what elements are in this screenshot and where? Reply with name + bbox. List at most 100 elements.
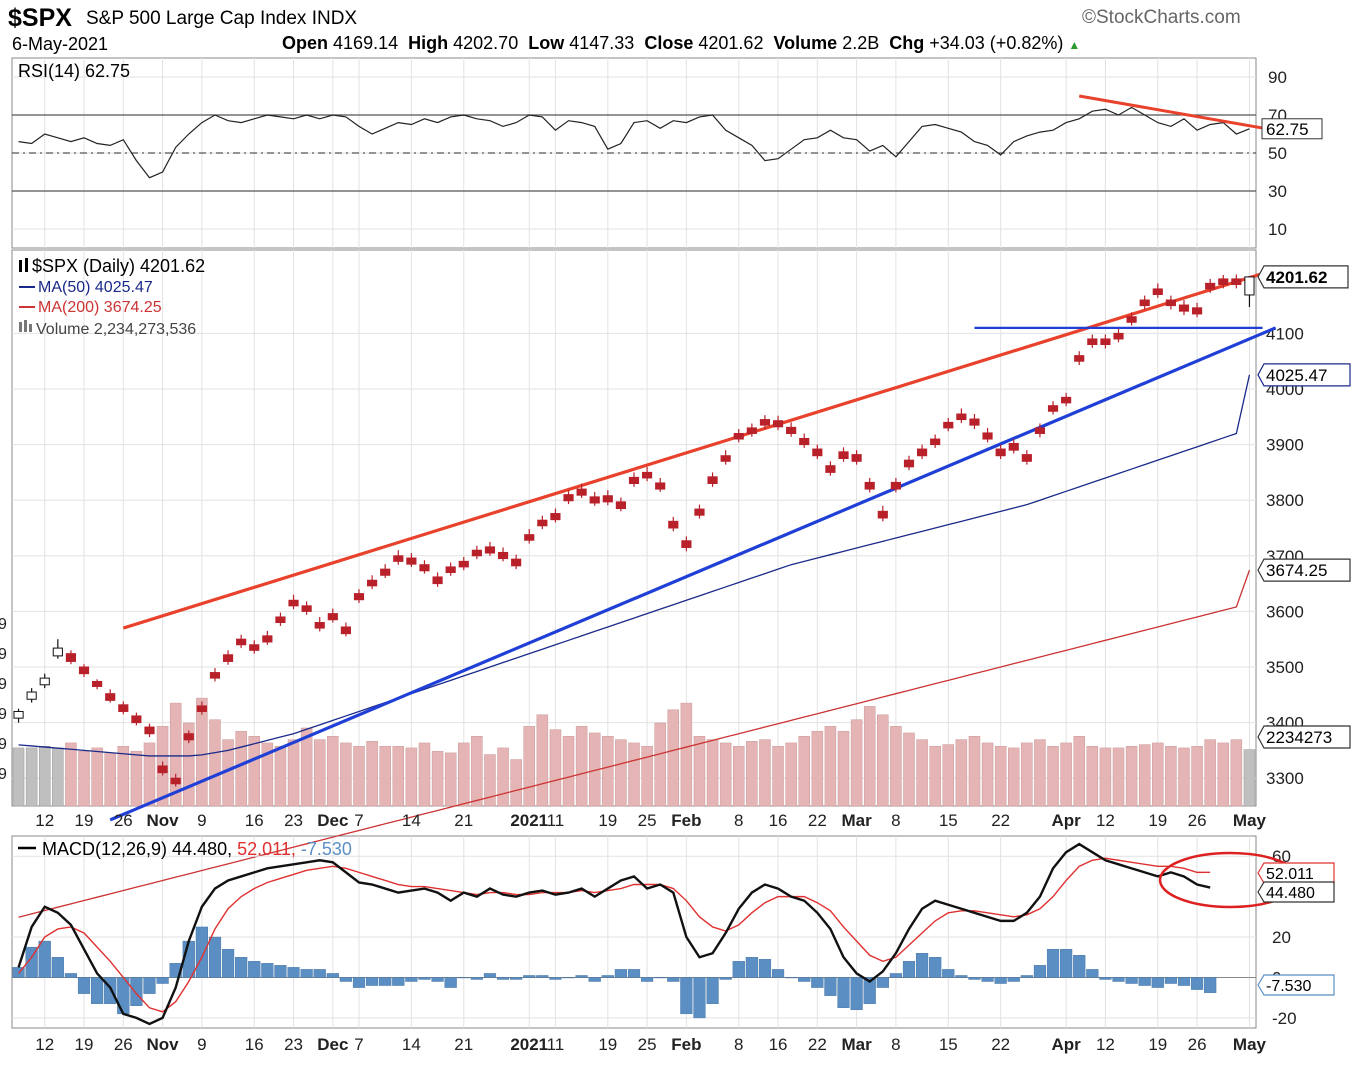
- candle-body: [707, 476, 718, 485]
- candle-body: [642, 471, 653, 479]
- volume-bar: [444, 752, 457, 807]
- volume-bar: [549, 729, 562, 807]
- volume-bar: [484, 754, 496, 807]
- macd-histogram-bar: [588, 977, 601, 982]
- candle-body: [628, 476, 640, 485]
- volume-bar: [955, 739, 968, 807]
- macd-histogram-bar: [1046, 948, 1060, 978]
- close-label: Close: [644, 33, 694, 53]
- candle-body: [1231, 278, 1242, 285]
- rsi-tick-label: 50: [1268, 144, 1287, 163]
- candle-body: [1100, 338, 1111, 346]
- volume-bar: [693, 736, 706, 807]
- candle-body: [877, 510, 888, 519]
- macd-legend: MACD(12,26,9) 44.480, 52.011, -7.530: [18, 839, 352, 859]
- volume-bar: [602, 736, 614, 807]
- macd-histogram-bar: [1138, 977, 1151, 986]
- volume-bar: [575, 726, 588, 807]
- volume-bar: [1204, 739, 1216, 807]
- candle-body: [327, 613, 338, 621]
- candle-body: [615, 501, 626, 510]
- macd-x-tick-label: 12: [35, 1035, 54, 1054]
- macd-histogram-bar: [470, 977, 483, 980]
- x-tick-label: 8: [734, 811, 743, 830]
- brand-logo[interactable]: ©StockCharts.com: [1082, 7, 1241, 28]
- left-clipped-label: 9: [0, 646, 7, 663]
- volume-bar: [431, 750, 444, 807]
- macd-histogram-bar: [405, 977, 418, 982]
- candle-body: [1126, 316, 1137, 323]
- macd-histogram-bar: [483, 973, 497, 978]
- volume-bar: [1217, 742, 1230, 807]
- volume-bar: [209, 719, 221, 807]
- volume-bar: [523, 726, 535, 807]
- ma200-legend-label: MA(200) 3674.25: [38, 299, 162, 316]
- macd-x-tick-label: 19: [1148, 1035, 1167, 1054]
- low-value: 4147.33: [569, 33, 635, 53]
- volume-bar: [733, 745, 745, 807]
- macd-histogram-bar: [955, 975, 968, 978]
- macd-histogram-bar: [195, 926, 208, 978]
- candle-legend-icon: [19, 260, 22, 272]
- volume-bar: [916, 739, 928, 807]
- macd-x-tick-label: 15: [939, 1035, 958, 1054]
- candle-body: [471, 549, 482, 557]
- candle-body: [1165, 299, 1176, 307]
- macd-histogram-bar: [91, 977, 104, 1004]
- candle-body: [550, 513, 561, 521]
- volume-bar: [497, 747, 509, 807]
- low-label: Low: [528, 33, 565, 53]
- macd-histogram-bar: [418, 977, 431, 980]
- volume-bars: [12, 697, 1256, 807]
- macd-histogram-bar: [261, 963, 274, 978]
- candle-body: [655, 482, 666, 490]
- candle-body: [367, 579, 378, 587]
- macd-histogram-bar: [1164, 977, 1177, 984]
- x-tick-label: Nov: [147, 811, 180, 830]
- macd-histogram-bar: [902, 961, 916, 978]
- left-clipped-label: 9: [0, 706, 7, 723]
- x-tick-label: Apr: [1051, 811, 1081, 830]
- macd-histogram-bar: [104, 977, 117, 1004]
- volume-bar: [1230, 739, 1243, 807]
- volume-bar: [1152, 742, 1164, 807]
- macd-tick-label: 20: [1272, 928, 1291, 947]
- x-tick-label: 21: [454, 811, 473, 830]
- candle-body: [524, 534, 535, 541]
- open-label: Open: [282, 33, 329, 53]
- macd-histogram-bar: [667, 977, 680, 982]
- candle-body: [1021, 454, 1032, 462]
- macd-x-tick-label: 22: [991, 1035, 1010, 1054]
- macd-histogram-bar: [732, 961, 745, 978]
- x-tick-label: 19: [598, 811, 617, 830]
- candle-body: [511, 558, 522, 567]
- rsi-value-label: 62.75: [1266, 120, 1309, 139]
- macd-histogram-bar: [1190, 977, 1204, 990]
- x-tick-label: 19: [75, 811, 94, 830]
- macd-histogram-bar: [771, 969, 785, 978]
- x-tick-label: 7: [354, 811, 363, 830]
- volume-bar: [798, 736, 810, 807]
- macd-signal-line: [18, 857, 1211, 1013]
- quote-date: 6-May-2021: [12, 34, 109, 54]
- macd-x-tick-label: 16: [245, 1035, 264, 1054]
- macd-histogram-bar: [1151, 977, 1164, 988]
- macd-histogram-bar: [510, 977, 523, 980]
- volume-value-box: [1257, 725, 1351, 749]
- price-tick-label: 4100: [1266, 324, 1304, 343]
- macd-x-tick-label: 19: [75, 1035, 94, 1054]
- macd-histogram-bar: [824, 977, 837, 996]
- macd-tick-label: -20: [1272, 1009, 1297, 1028]
- left-clipped-label: 9: [0, 736, 7, 753]
- macd-histogram-bar: [457, 977, 470, 979]
- macd-histogram-bar: [313, 969, 326, 978]
- x-tick-label: 26: [1188, 811, 1207, 830]
- x-tick-label: 8: [891, 811, 900, 830]
- x-tick-label: 19: [1148, 811, 1167, 830]
- candle-body: [353, 593, 365, 601]
- x-tick-label: 26: [114, 811, 133, 830]
- volume-bar: [248, 736, 261, 807]
- candle-body: [759, 419, 771, 426]
- rsi-value-box: [1261, 118, 1323, 140]
